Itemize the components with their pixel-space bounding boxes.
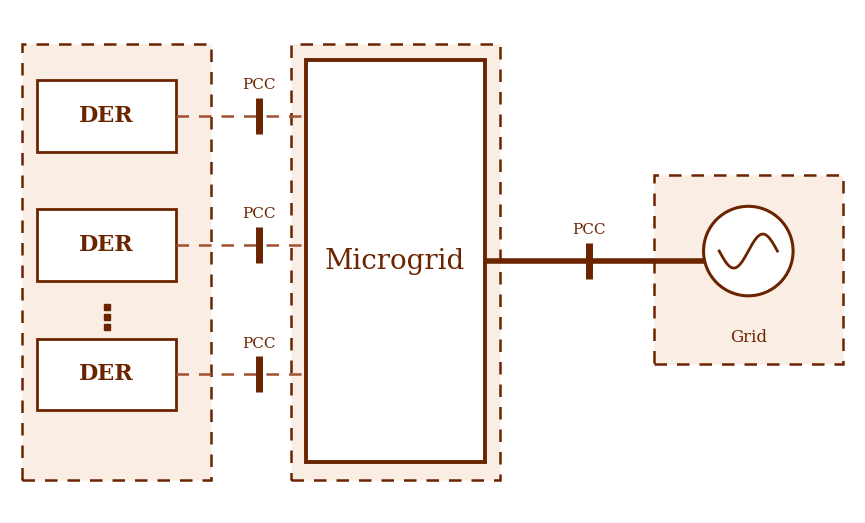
Text: PCC: PCC xyxy=(242,207,276,221)
FancyBboxPatch shape xyxy=(37,209,176,281)
FancyBboxPatch shape xyxy=(654,175,843,365)
Text: DER: DER xyxy=(80,105,134,127)
FancyBboxPatch shape xyxy=(37,338,176,410)
Text: Grid: Grid xyxy=(730,329,766,347)
FancyBboxPatch shape xyxy=(37,80,176,152)
FancyBboxPatch shape xyxy=(22,44,211,480)
Circle shape xyxy=(703,206,793,296)
Text: PCC: PCC xyxy=(242,336,276,350)
Text: DER: DER xyxy=(80,234,134,256)
FancyBboxPatch shape xyxy=(291,44,500,480)
Text: PCC: PCC xyxy=(242,78,276,92)
Text: DER: DER xyxy=(80,363,134,385)
Text: PCC: PCC xyxy=(573,223,605,237)
FancyBboxPatch shape xyxy=(305,60,484,462)
Text: Microgrid: Microgrid xyxy=(325,247,465,275)
